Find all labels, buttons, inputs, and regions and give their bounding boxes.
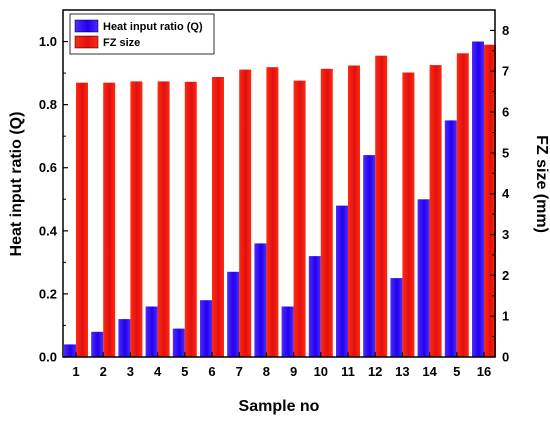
bar-heat-input xyxy=(64,344,76,357)
bar-heat-input xyxy=(390,278,403,357)
bar-heat-input xyxy=(172,328,185,357)
left-tick-label: 0.8 xyxy=(39,97,57,112)
plot-frame xyxy=(62,9,496,358)
x-tick-label: 4 xyxy=(154,364,162,379)
bar-fz-size xyxy=(212,77,224,357)
bar-heat-input xyxy=(308,256,321,357)
left-axis-title: Heat input ratio (Q) xyxy=(8,112,25,257)
bar-fz-size xyxy=(348,65,360,357)
bar-heat-input xyxy=(444,120,457,358)
bar-fz-size xyxy=(130,81,143,358)
left-tick-label: 1.0 xyxy=(39,34,57,49)
legend-label-fz-size: FZ size xyxy=(103,37,140,49)
x-tick-label: 11 xyxy=(341,364,355,379)
x-tick-label: 6 xyxy=(208,364,215,379)
right-tick-label: 5 xyxy=(502,145,509,160)
x-tick-label: 10 xyxy=(314,364,328,379)
x-axis: 1 2 3 4 5 6 7 8 9 10 11 12 13 14 5 16 xyxy=(72,352,491,379)
x-tick-label: 9 xyxy=(290,364,297,379)
legend-label-heat-input: Heat input ratio (Q) xyxy=(103,21,203,33)
left-tick-label: 0.0 xyxy=(39,350,57,365)
left-tick-label: 0.2 xyxy=(39,286,57,301)
bar-heat-input xyxy=(254,243,267,357)
bar-fz-size xyxy=(76,82,88,357)
legend-swatch-fz-size xyxy=(74,35,99,49)
legend-swatch-heat-input xyxy=(74,19,99,33)
bar-fz-size xyxy=(402,72,415,357)
right-tick-label: 6 xyxy=(502,105,509,120)
x-tick-label: 1 xyxy=(72,364,79,379)
bar-heat-input xyxy=(227,271,240,357)
bar-heat-input xyxy=(336,205,348,357)
bar-heat-input xyxy=(472,41,484,357)
bar-heat-input xyxy=(417,199,430,357)
bar-fz-size xyxy=(266,67,279,357)
x-tick-label: 14 xyxy=(422,364,437,379)
x-tick-label: 5 xyxy=(181,364,188,379)
right-tick-label: 2 xyxy=(502,268,509,283)
bar-fz-size xyxy=(184,81,197,358)
bar-fz-size xyxy=(429,65,442,357)
bar-fz-size xyxy=(375,55,388,357)
bar-heat-input xyxy=(281,306,294,357)
bar-fz-size xyxy=(293,80,306,357)
right-tick-label: 7 xyxy=(502,64,509,79)
bar-fz-size xyxy=(103,82,116,357)
bars xyxy=(64,41,496,358)
bar-heat-input xyxy=(91,331,104,357)
right-tick-label: 3 xyxy=(502,227,509,242)
bar-fz-size xyxy=(484,44,496,357)
right-tick-label: 8 xyxy=(502,23,509,38)
bar-fz-size xyxy=(157,81,170,358)
x-tick-label: 2 xyxy=(100,364,107,379)
x-tick-label: 7 xyxy=(236,364,243,379)
legend: Heat input ratio (Q) FZ size xyxy=(69,13,215,55)
bar-heat-input xyxy=(200,300,212,357)
x-axis-title: Sample no xyxy=(239,398,320,415)
right-axis-title: FZ size (mm) xyxy=(533,135,550,233)
bar-heat-input xyxy=(118,319,131,357)
bar-fz-size xyxy=(456,53,469,358)
x-tick-label: 12 xyxy=(368,364,382,379)
bar-fz-size xyxy=(320,68,333,358)
x-tick-label: 5 xyxy=(453,364,460,379)
right-tick-label: 4 xyxy=(502,186,510,201)
bar-heat-input xyxy=(145,306,158,357)
right-tick-label: 0 xyxy=(502,350,509,365)
bar-heat-input xyxy=(363,155,376,357)
right-axis: 0 1 2 3 4 5 6 7 8 xyxy=(490,23,510,365)
left-axis: 0.0 0.2 0.4 0.6 0.8 1.0 xyxy=(39,9,68,365)
x-tick-label: 16 xyxy=(477,364,491,379)
x-tick-label: 3 xyxy=(127,364,134,379)
left-tick-label: 0.6 xyxy=(39,160,57,175)
x-tick-label: 13 xyxy=(395,364,409,379)
right-tick-label: 1 xyxy=(502,309,509,324)
bar-fz-size xyxy=(239,69,252,357)
left-tick-label: 0.4 xyxy=(39,223,58,238)
x-tick-label: 8 xyxy=(263,364,270,379)
